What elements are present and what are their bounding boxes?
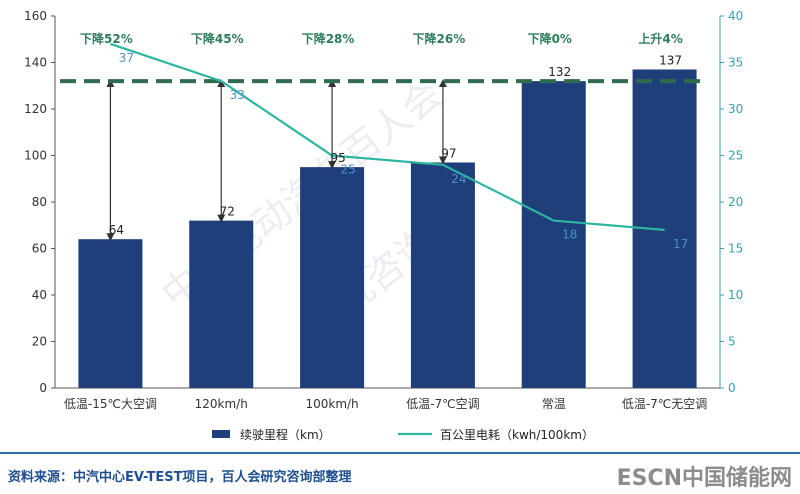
line-value-label: 24: [451, 172, 466, 186]
bar-value-label: 97: [441, 146, 456, 160]
chart-svg: 中国电动汽车百人会 研究咨询部 020406080100120140160051…: [24, 9, 743, 442]
bar-value-label: 132: [548, 65, 571, 79]
bar: [521, 81, 586, 388]
bar-value-label: 64: [109, 223, 124, 237]
y-left-tick-label: 60: [32, 242, 47, 256]
change-annotation: 下降45%: [191, 31, 244, 46]
y-left-tick-label: 20: [32, 335, 47, 349]
chart-axes: 0 20 40 60 80 100 120 140 160 0 5 10 15 20 25 30 35 40 低温-…: [24, 9, 743, 411]
bar-value-label: 72: [220, 205, 235, 219]
data-labels: 64 72 95 97 132 137 37 33 25 24 18 17: [109, 51, 688, 251]
y-left-tick-label: 140: [24, 56, 47, 70]
y-right-tick-label: 25: [728, 149, 743, 163]
y-right-tick-label: 15: [728, 242, 743, 256]
annotations: 下降52% 下降45% 下降28% 下降26% 下降0% 上升4%: [80, 31, 683, 46]
y-left-tick-label: 120: [24, 102, 47, 116]
x-tick-label: 低温-7℃无空调: [622, 397, 707, 411]
y-right-tick-label: 30: [728, 102, 743, 116]
line-value-label: 17: [673, 237, 688, 251]
line-value-label: 33: [230, 88, 245, 102]
bar: [300, 167, 365, 388]
y-right-tick-label: 5: [728, 335, 736, 349]
y-left-tick-label: 100: [24, 149, 47, 163]
x-tick-label: 120km/h: [195, 397, 248, 411]
change-annotation: 下降26%: [413, 31, 466, 46]
bar: [189, 220, 254, 388]
bar-value-label: 95: [330, 151, 345, 165]
change-annotation: 下降52%: [80, 31, 133, 46]
x-tick-label: 常温: [542, 397, 566, 411]
bar: [410, 162, 475, 388]
y-right-tick-label: 40: [728, 9, 743, 23]
consumption-line: [110, 42, 665, 231]
source-note: 资料来源：中汽中心EV-TEST项目，百人会研究咨询部整理: [8, 470, 352, 485]
x-tick-label: 低温-7℃空调: [406, 397, 479, 411]
bar-series: [78, 69, 697, 388]
change-annotation: 下降0%: [528, 31, 572, 46]
x-tick-label: 100km/h: [305, 397, 358, 411]
bar: [78, 239, 143, 388]
line-value-label: 25: [340, 163, 355, 177]
legend-line-label: 百公里电耗（kwh/100km）: [440, 428, 594, 442]
bar-value-label: 137: [659, 53, 682, 67]
x-tick-label: 低温-15℃大空调: [64, 397, 157, 411]
y-right-tick-label: 10: [728, 288, 743, 302]
y-right-tick-label: 0: [728, 381, 736, 395]
change-annotation: 下降28%: [302, 31, 355, 46]
y-right-tick-label: 20: [728, 195, 743, 209]
y-left-tick-label: 160: [24, 9, 47, 23]
legend: 续驶里程（km） 百公里电耗（kwh/100km）: [212, 427, 594, 442]
legend-bar-swatch: [212, 430, 230, 438]
change-annotation: 上升4%: [638, 31, 682, 46]
footer: 资料来源：中汽中心EV-TEST项目，百人会研究咨询部整理 ESCN中国储能网: [0, 452, 800, 494]
line-series: [110, 42, 665, 231]
y-right-tick-label: 35: [728, 56, 743, 70]
y-left-tick-label: 0: [39, 381, 47, 395]
y-left-tick-label: 40: [32, 288, 47, 302]
brand-logo: ESCN中国储能网: [616, 466, 792, 491]
line-value-label: 37: [119, 51, 134, 65]
y-left-tick-label: 80: [32, 195, 47, 209]
drop-arrows: [106, 79, 447, 242]
line-value-label: 18: [562, 228, 577, 242]
legend-bar-label: 续驶里程（km）: [240, 427, 331, 442]
